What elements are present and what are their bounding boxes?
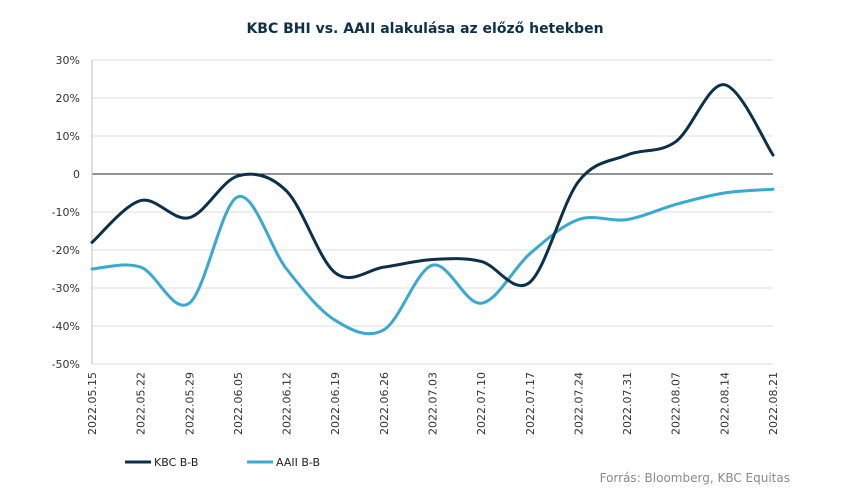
x-tick-label: 2022.05.22 xyxy=(135,372,148,435)
y-tick-label: -30% xyxy=(52,282,80,295)
x-tick-label: 2022.08.14 xyxy=(718,372,731,435)
x-tick-label: 2022.07.10 xyxy=(475,372,488,435)
series-line-aaii xyxy=(90,187,775,336)
x-tick-label: 2022.08.21 xyxy=(767,372,780,435)
grid xyxy=(91,59,773,365)
x-axis-ticks: 2022.05.15 2022.05.22 2022.05.29 2022.06.05… xyxy=(86,372,780,435)
x-tick-label: 2022.05.29 xyxy=(183,372,196,435)
x-tick-label: 2022.07.03 xyxy=(427,372,440,435)
x-tick-label: 2022.07.17 xyxy=(524,372,537,435)
x-tick-label: 2022.07.31 xyxy=(621,372,634,435)
y-tick-label: 30% xyxy=(56,54,80,67)
y-axis-ticks: 30% 20% 10% 0 -10% -20% -30% -40% -50% xyxy=(52,54,80,371)
series-lines xyxy=(90,83,775,336)
legend-label: KBC B-B xyxy=(154,456,198,469)
legend-label: AAII B-B xyxy=(276,456,320,469)
x-tick-label: 2022.06.05 xyxy=(232,372,245,435)
x-tick-label: 2022.06.26 xyxy=(378,372,391,435)
y-tick-label: 0 xyxy=(73,168,80,181)
series-line-kbc xyxy=(90,83,775,287)
y-tick-label: -50% xyxy=(52,358,80,371)
y-tick-label: -40% xyxy=(52,320,80,333)
chart-title: KBC BHI vs. AAII alakulása az előző hete… xyxy=(246,21,603,37)
legend: KBC B-B AAII B-B xyxy=(125,456,320,469)
x-tick-label: 2022.07.24 xyxy=(572,372,585,435)
y-tick-label: -10% xyxy=(52,206,80,219)
y-tick-label: 10% xyxy=(56,130,80,143)
y-tick-label: 20% xyxy=(56,92,80,105)
x-tick-label: 2022.06.19 xyxy=(329,372,342,435)
y-tick-label: -20% xyxy=(52,244,80,257)
x-tick-label: 2022.06.12 xyxy=(281,372,294,435)
x-tick-label: 2022.08.07 xyxy=(670,372,683,435)
x-tick-label: 2022.05.15 xyxy=(86,372,99,435)
source-note: Forrás: Bloomberg, KBC Equitas xyxy=(600,471,790,485)
